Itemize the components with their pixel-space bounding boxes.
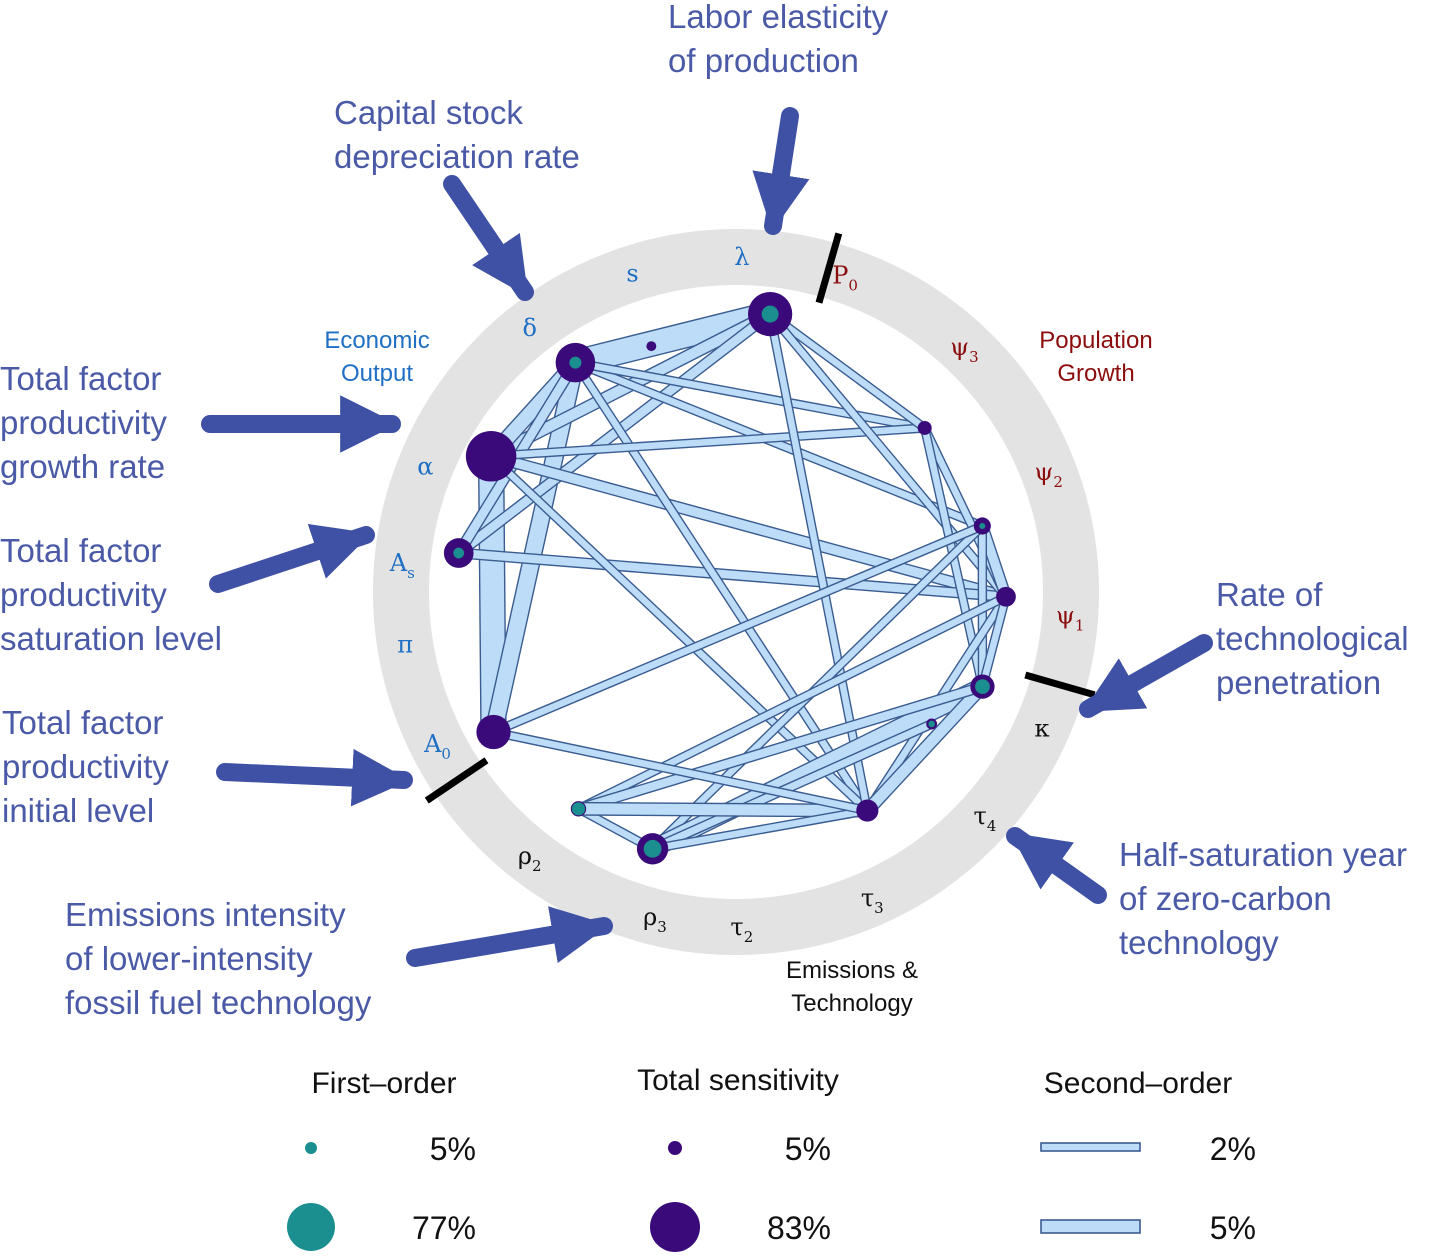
param-label-rho2: ρ2: [518, 842, 542, 875]
total-sensitivity-A0: [476, 714, 511, 750]
group-label-economic-2: Output: [341, 360, 413, 387]
arrow-labor: [752, 107, 810, 235]
param-label-rho3: ρ3: [643, 903, 667, 936]
annotation-tech-penetration-line-2: technological: [1216, 620, 1409, 657]
annotation-tfp-saturation-line-2: productivity: [0, 576, 167, 613]
total-sensitivity-psi3: [917, 420, 932, 435]
arrow-capital: [443, 175, 534, 301]
param-label-A0: A0: [423, 730, 451, 763]
arrow-tech-penetration: [1079, 634, 1213, 718]
legend-first-large-dot: [287, 1203, 335, 1251]
param-label-psi2: ψ2: [1035, 458, 1063, 491]
annotation-capital-line-1: Capital stock: [334, 94, 523, 131]
arrow-tfp-saturation: [209, 523, 375, 593]
annotation-labor-line-2: of production: [668, 42, 859, 79]
param-label-As: As: [389, 549, 415, 582]
param-label-delta: δ: [523, 314, 537, 342]
group-label-population-2: Growth: [1057, 360, 1134, 387]
total-sensitivity-s: [646, 341, 657, 352]
arrow-half-saturation: [1006, 827, 1107, 904]
first-order-psi2: [979, 523, 986, 530]
param-label-alpha: α: [417, 453, 433, 481]
param-label-P0: P0: [832, 261, 858, 294]
legend-first-small-dot: [305, 1142, 317, 1154]
group-separator-3: [424, 757, 489, 804]
parameter-ring: [373, 229, 1099, 955]
group-label-emissions-2: Technology: [791, 990, 912, 1017]
legend-total-large-value: 83%: [767, 1210, 831, 1246]
param-label-kappa: κ: [1035, 714, 1050, 742]
param-label-tau4: τ4: [974, 802, 997, 835]
annotation-emissions-intensity-line-1: Emissions intensity: [65, 896, 346, 933]
param-label-psi3: ψ3: [950, 333, 978, 366]
param-label-pi: π: [397, 630, 413, 658]
first-order-As: [453, 547, 465, 559]
group-label-emissions-1: Emissions &: [786, 957, 918, 984]
param-label-tau2: τ2: [730, 913, 753, 946]
first-order-delta: [569, 356, 582, 369]
annotation-tfp-saturation-line-3: saturation level: [0, 620, 222, 657]
group-label-economic-1: Economic: [324, 327, 429, 354]
first-order-rho2: [571, 802, 586, 816]
legend-total-large-dot: [650, 1202, 700, 1252]
legend-second-order-title: Second–order: [1044, 1067, 1232, 1100]
first-order-kappa: [975, 679, 990, 694]
legend-second-large-value: 5%: [1210, 1210, 1256, 1246]
annotation-tfp-initial-line-1: Total factor: [2, 704, 163, 741]
legend-total-small-value: 5%: [785, 1131, 831, 1167]
annotation-emissions-intensity-line-2: of lower-intensity: [65, 940, 313, 977]
legend-second-small-value: 2%: [1210, 1131, 1256, 1167]
annotation-half-saturation-line-1: Half-saturation year: [1119, 836, 1407, 873]
annotation-tfp-growth-line-2: productivity: [0, 404, 167, 441]
param-label-lambda: λ: [734, 243, 749, 271]
param-label-s: s: [626, 259, 638, 287]
annotation-tfp-growth-line-3: growth rate: [0, 448, 165, 485]
group-label-population-1: Population: [1039, 327, 1152, 354]
param-label-tau3: τ3: [861, 884, 884, 917]
first-order-rho3: [643, 839, 662, 858]
annotation-tech-penetration-line-1: Rate of: [1216, 576, 1323, 613]
param-label-psi1: ψ1: [1056, 601, 1084, 634]
annotation-tfp-initial-line-3: initial level: [2, 792, 154, 829]
arrow-tfp-initial: [216, 748, 413, 807]
annotation-tfp-saturation-line-1: Total factor: [0, 532, 161, 569]
total-sensitivity-tau3: [856, 799, 879, 822]
legend-first-small-value: 5%: [430, 1131, 476, 1167]
annotation-tech-penetration-line-3: penetration: [1216, 664, 1381, 701]
total-sensitivity-alpha: [465, 431, 517, 482]
group-separator-1: [815, 232, 843, 304]
legend-edge-large: [1040, 1219, 1141, 1234]
arrow-emissions-intensity: [406, 906, 613, 967]
annotation-half-saturation-line-3: technology: [1119, 924, 1279, 961]
annotation-labor-line-1: Labor elasticity: [668, 0, 889, 35]
legend-first-large-value: 77%: [412, 1210, 476, 1246]
legend-total-small-dot: [668, 1141, 682, 1155]
legend-first-order-title: First–order: [311, 1067, 456, 1100]
annotation-tfp-growth-line-1: Total factor: [0, 360, 161, 397]
annotation-half-saturation-line-2: of zero-carbon: [1119, 880, 1332, 917]
annotation-capital-line-2: depreciation rate: [334, 138, 580, 175]
first-order-lambda: [761, 305, 779, 323]
first-order-tau4: [928, 720, 935, 728]
annotation-emissions-intensity-line-3: fossil fuel technology: [65, 984, 372, 1021]
annotation-tfp-initial-line-2: productivity: [2, 748, 169, 785]
legend-edge-small: [1040, 1142, 1141, 1152]
legend-total-title: Total sensitivity: [637, 1064, 839, 1097]
total-sensitivity-psi1: [996, 586, 1016, 607]
